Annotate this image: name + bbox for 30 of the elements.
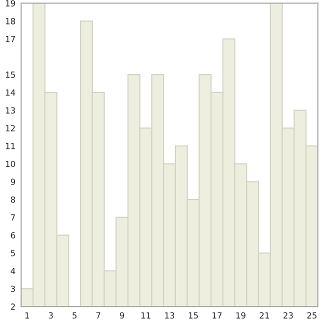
x-tick-label: 23 bbox=[283, 312, 293, 319]
y-tick-label: 3 bbox=[10, 286, 15, 292]
y-tick-label: 12 bbox=[6, 125, 15, 132]
x-tick-label: 15 bbox=[188, 312, 198, 319]
y-tick-label: 2 bbox=[10, 304, 15, 310]
x-tick-label: 9 bbox=[120, 312, 124, 319]
x-tick-label: 25 bbox=[307, 312, 316, 319]
x-tick-label: 13 bbox=[165, 312, 174, 319]
y-tick-label: 11 bbox=[6, 143, 15, 150]
y-tick-label: 14 bbox=[6, 90, 16, 96]
x-tick-label: 3 bbox=[48, 312, 53, 319]
y-tick-label: 9 bbox=[10, 178, 16, 185]
x-tick-label: 19 bbox=[236, 312, 246, 319]
x-tick-label: 7 bbox=[96, 312, 100, 318]
y-tick-label: 13 bbox=[6, 107, 15, 114]
x-tick-label: 5 bbox=[72, 312, 77, 319]
y-tick-label: 18 bbox=[6, 18, 16, 24]
y-tick-label: 7 bbox=[11, 214, 15, 220]
y-tick-label: 8 bbox=[10, 196, 16, 203]
y-tick-label: 17 bbox=[6, 36, 15, 42]
y-tick-label: 15 bbox=[6, 72, 15, 78]
x-tick-label: 11 bbox=[141, 312, 150, 318]
y-tick-label: 5 bbox=[10, 250, 15, 256]
y-tick-label: 19 bbox=[6, 0, 16, 6]
y-tick-label: 6 bbox=[10, 232, 16, 238]
x-tick-label: 1 bbox=[25, 312, 30, 318]
x-tick-label: 21 bbox=[260, 312, 269, 318]
y-tick-label: 4 bbox=[10, 268, 16, 274]
y-tick-label: 10 bbox=[6, 160, 16, 168]
x-tick-label: 17 bbox=[212, 312, 222, 318]
